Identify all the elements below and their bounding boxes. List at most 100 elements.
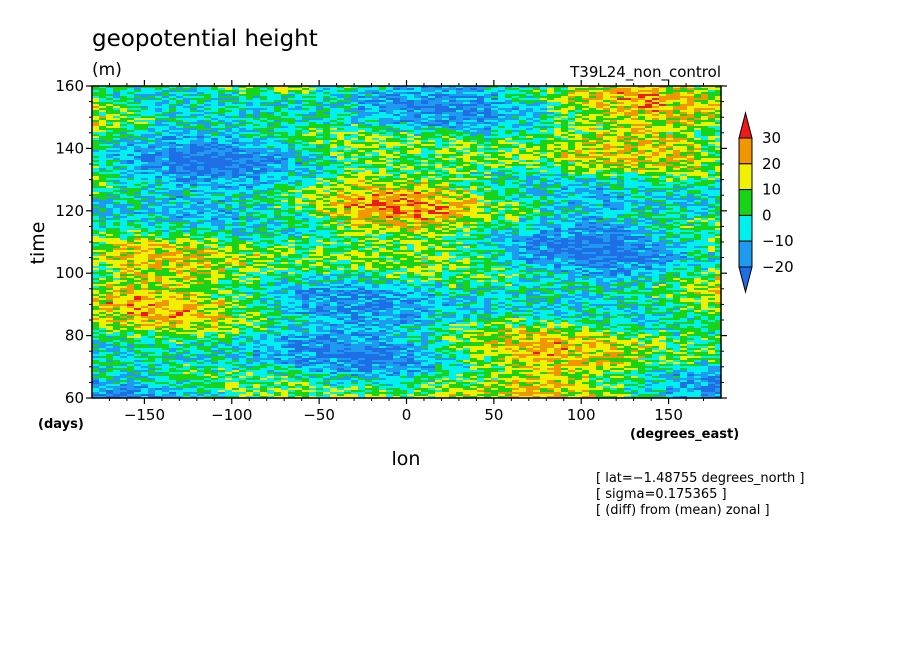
heatmap-cell xyxy=(687,116,695,119)
heatmap-cell xyxy=(477,100,485,103)
heatmap-cell xyxy=(379,88,387,91)
heatmap-cell xyxy=(568,110,576,113)
heatmap-cell xyxy=(281,88,289,91)
heatmap-cell xyxy=(694,152,702,155)
heatmap-cell xyxy=(407,94,415,97)
heatmap-cell xyxy=(281,108,289,111)
heatmap-cell xyxy=(92,128,100,131)
heatmap-cell xyxy=(589,136,597,139)
heatmap-cell xyxy=(631,150,639,153)
heatmap-cell xyxy=(617,158,625,161)
heatmap-cell xyxy=(694,108,702,111)
heatmap-cell xyxy=(120,166,128,169)
heatmap-cell xyxy=(393,96,401,99)
heatmap-cell xyxy=(288,118,296,121)
heatmap-cell xyxy=(463,158,471,161)
heatmap-cell xyxy=(526,106,534,109)
heatmap-cell xyxy=(274,132,282,135)
heatmap-cell xyxy=(673,116,681,119)
heatmap-cell xyxy=(106,100,114,103)
heatmap-cell xyxy=(470,108,478,111)
heatmap-cell xyxy=(337,112,345,115)
heatmap-cell xyxy=(645,90,653,93)
heatmap-cell xyxy=(421,148,429,151)
heatmap-cell xyxy=(127,108,135,111)
heatmap-cell xyxy=(183,116,191,119)
heatmap-cell xyxy=(386,130,394,133)
heatmap-cell xyxy=(386,116,394,119)
heatmap-cell xyxy=(652,100,660,103)
heatmap-cell xyxy=(169,142,177,145)
heatmap-cell xyxy=(246,148,254,151)
heatmap-cell xyxy=(526,100,534,103)
heatmap-cell xyxy=(393,142,401,145)
heatmap-cell xyxy=(505,92,513,95)
heatmap-cell xyxy=(610,100,618,103)
heatmap-cell xyxy=(204,110,212,113)
heatmap-cell xyxy=(253,94,261,97)
heatmap-cell xyxy=(309,96,317,99)
heatmap-cell xyxy=(449,162,457,165)
heatmap-cell xyxy=(477,112,485,115)
heatmap-cell xyxy=(274,86,282,89)
heatmap-cell xyxy=(575,124,583,127)
heatmap-cell xyxy=(449,108,457,111)
heatmap-cell xyxy=(470,128,478,131)
heatmap-cell xyxy=(155,90,163,93)
heatmap-cell xyxy=(316,130,324,133)
heatmap-cell xyxy=(540,144,548,147)
heatmap-cell xyxy=(155,122,163,125)
heatmap-cell xyxy=(372,110,380,113)
heatmap-cell xyxy=(624,96,632,99)
heatmap-cell xyxy=(645,118,653,121)
heatmap-cell xyxy=(197,142,205,145)
heatmap-cell xyxy=(260,92,268,95)
heatmap-cell xyxy=(309,98,317,101)
heatmap-cell xyxy=(204,160,212,163)
heatmap-cell xyxy=(127,144,135,147)
heatmap-cell xyxy=(624,100,632,103)
heatmap-cell xyxy=(218,162,226,165)
heatmap-cell xyxy=(435,116,443,119)
heatmap-cell xyxy=(281,162,289,165)
heatmap-cell xyxy=(477,94,485,97)
heatmap-cell xyxy=(358,140,366,143)
heatmap-cell xyxy=(659,130,667,133)
heatmap-cell xyxy=(540,112,548,115)
heatmap-cell xyxy=(155,114,163,117)
heatmap-cell xyxy=(295,150,303,153)
heatmap-cell xyxy=(372,136,380,139)
heatmap-cell xyxy=(211,152,219,155)
heatmap-cell xyxy=(519,140,527,143)
heatmap-cell xyxy=(701,154,709,157)
heatmap-cell xyxy=(652,106,660,109)
heatmap-cell xyxy=(589,166,597,169)
heatmap-cell xyxy=(127,156,135,159)
heatmap-cell xyxy=(134,128,142,131)
heatmap-cell xyxy=(428,88,436,91)
heatmap-cell xyxy=(687,162,695,165)
heatmap-cell xyxy=(449,140,457,143)
heatmap-cell xyxy=(701,142,709,145)
heatmap-cell xyxy=(701,152,709,155)
heatmap-cell xyxy=(239,120,247,123)
heatmap-cell xyxy=(386,154,394,157)
heatmap-cell xyxy=(533,112,541,115)
heatmap-cell xyxy=(225,132,233,135)
heatmap-cell xyxy=(386,88,394,91)
heatmap-cell xyxy=(337,156,345,159)
heatmap-cell xyxy=(414,150,422,153)
heatmap-cell xyxy=(386,140,394,143)
heatmap-cell xyxy=(365,120,373,123)
heatmap-cell xyxy=(652,124,660,127)
heatmap-cell xyxy=(169,100,177,103)
heatmap-cell xyxy=(337,114,345,117)
heatmap-cell xyxy=(596,144,604,147)
heatmap-cell xyxy=(631,100,639,103)
heatmap-cell xyxy=(435,158,443,161)
heatmap-cell xyxy=(225,94,233,97)
heatmap-cell xyxy=(162,92,170,95)
heatmap-cell xyxy=(603,136,611,139)
heatmap-cell xyxy=(372,150,380,153)
heatmap-cell xyxy=(694,134,702,137)
